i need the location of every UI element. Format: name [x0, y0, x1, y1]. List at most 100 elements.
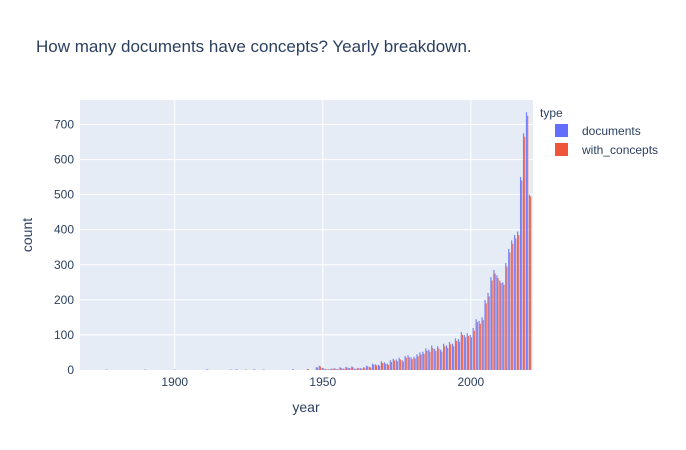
bar-with-concepts[interactable]: [364, 367, 366, 370]
bar-documents[interactable]: [496, 275, 498, 370]
bar-with-concepts[interactable]: [482, 320, 484, 370]
bar-documents[interactable]: [472, 327, 474, 370]
bar-documents[interactable]: [434, 348, 436, 370]
bar-with-concepts[interactable]: [450, 344, 452, 370]
bar-with-concepts[interactable]: [328, 369, 330, 370]
bar-documents[interactable]: [457, 339, 459, 370]
bar-with-concepts[interactable]: [414, 358, 416, 370]
bar-with-concepts[interactable]: [426, 350, 428, 370]
bar-documents[interactable]: [333, 368, 335, 370]
bar-documents[interactable]: [401, 360, 403, 370]
bar-documents[interactable]: [522, 133, 525, 370]
bar-with-concepts[interactable]: [527, 115, 529, 370]
bar-documents[interactable]: [348, 367, 350, 370]
bar-with-concepts[interactable]: [497, 278, 499, 370]
bar-documents[interactable]: [502, 282, 504, 370]
bar-documents[interactable]: [505, 263, 507, 370]
bar-with-concepts[interactable]: [473, 330, 475, 370]
bar-with-concepts[interactable]: [441, 351, 443, 370]
bar-with-concepts[interactable]: [500, 283, 502, 370]
bar-documents[interactable]: [336, 368, 338, 370]
bar-documents[interactable]: [454, 338, 457, 370]
bar-with-concepts[interactable]: [491, 280, 493, 370]
bar-with-concepts[interactable]: [467, 335, 470, 370]
bar-with-concepts[interactable]: [316, 367, 319, 370]
bar-with-concepts[interactable]: [337, 369, 339, 370]
bar-with-concepts[interactable]: [361, 368, 363, 370]
bar-documents[interactable]: [416, 354, 418, 370]
bar-with-concepts[interactable]: [470, 337, 473, 370]
bar-with-concepts[interactable]: [515, 238, 517, 370]
bar-with-concepts[interactable]: [530, 196, 532, 370]
bar-documents[interactable]: [514, 235, 516, 370]
bar-documents[interactable]: [460, 332, 462, 370]
bar-with-concepts[interactable]: [319, 366, 322, 370]
bar-documents[interactable]: [339, 367, 341, 370]
bar-with-concepts[interactable]: [458, 341, 461, 370]
bar-with-concepts[interactable]: [456, 340, 458, 370]
bar-documents[interactable]: [291, 369, 294, 370]
bar-documents[interactable]: [206, 369, 208, 370]
bar-with-concepts[interactable]: [420, 354, 422, 370]
bar-documents[interactable]: [517, 231, 519, 370]
bar-with-concepts[interactable]: [334, 368, 336, 370]
bar-with-concepts[interactable]: [432, 348, 434, 370]
bar-documents[interactable]: [351, 366, 353, 370]
bar-with-concepts[interactable]: [405, 357, 407, 370]
bar-with-concepts[interactable]: [411, 359, 413, 370]
bar-with-concepts[interactable]: [423, 353, 425, 370]
bar-documents[interactable]: [407, 355, 409, 370]
bar-documents[interactable]: [368, 366, 371, 370]
bar-documents[interactable]: [422, 351, 424, 370]
bar-with-concepts[interactable]: [494, 273, 496, 370]
bar-with-concepts[interactable]: [393, 360, 396, 370]
bar-documents[interactable]: [389, 360, 391, 370]
bar-with-concepts[interactable]: [408, 357, 410, 370]
bar-documents[interactable]: [478, 320, 480, 370]
bar-with-concepts[interactable]: [461, 334, 464, 370]
bar-documents[interactable]: [345, 366, 347, 370]
bar-documents[interactable]: [318, 365, 320, 370]
bar-with-concepts[interactable]: [396, 361, 398, 370]
legend-item-with-concepts[interactable]: with_concepts: [555, 143, 658, 157]
bar-documents[interactable]: [475, 319, 477, 370]
bar-documents[interactable]: [442, 343, 445, 370]
bar-with-concepts[interactable]: [352, 367, 354, 370]
bar-documents[interactable]: [469, 334, 471, 370]
bar-with-concepts[interactable]: [447, 347, 449, 370]
bar-with-concepts[interactable]: [376, 365, 378, 370]
bar-with-concepts[interactable]: [373, 364, 375, 370]
bar-documents[interactable]: [315, 367, 317, 370]
bar-with-concepts[interactable]: [479, 323, 481, 370]
bar-documents[interactable]: [395, 359, 397, 370]
bar-with-concepts[interactable]: [343, 368, 345, 370]
bar-with-concepts[interactable]: [355, 368, 357, 370]
bar-documents[interactable]: [519, 177, 522, 370]
bar-documents[interactable]: [440, 349, 442, 370]
bar-with-concepts[interactable]: [331, 368, 333, 370]
bar-documents[interactable]: [499, 280, 501, 370]
bar-with-concepts[interactable]: [435, 351, 437, 370]
bar-documents[interactable]: [525, 112, 528, 370]
bar-documents[interactable]: [419, 352, 421, 370]
bar-documents[interactable]: [481, 317, 483, 370]
bar-documents[interactable]: [466, 333, 468, 370]
bar-with-concepts[interactable]: [358, 368, 360, 370]
bar-documents[interactable]: [508, 249, 510, 370]
bar-documents[interactable]: [371, 363, 374, 370]
bar-with-concepts[interactable]: [444, 346, 446, 370]
bar-documents[interactable]: [380, 361, 382, 370]
bar-with-concepts[interactable]: [382, 362, 384, 370]
bar-with-concepts[interactable]: [438, 348, 440, 370]
bar-documents[interactable]: [428, 349, 430, 370]
bar-documents[interactable]: [374, 364, 377, 370]
bar-with-concepts[interactable]: [485, 303, 487, 370]
bar-with-concepts[interactable]: [402, 361, 404, 370]
bar-with-concepts[interactable]: [387, 364, 390, 370]
bar-with-concepts[interactable]: [370, 367, 372, 370]
bar-with-concepts[interactable]: [524, 136, 526, 370]
bar-documents[interactable]: [363, 367, 365, 370]
bar-with-concepts[interactable]: [488, 296, 490, 370]
bar-documents[interactable]: [425, 348, 427, 370]
bar-with-concepts[interactable]: [367, 366, 369, 370]
